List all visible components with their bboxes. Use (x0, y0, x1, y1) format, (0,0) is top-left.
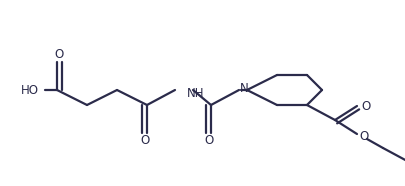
Text: O: O (140, 134, 149, 147)
Text: N: N (239, 81, 248, 94)
Text: O: O (358, 131, 368, 144)
Text: O: O (360, 100, 370, 113)
Text: O: O (54, 47, 64, 60)
Text: O: O (204, 134, 213, 147)
Text: NH: NH (187, 86, 204, 100)
Text: HO: HO (21, 84, 39, 97)
